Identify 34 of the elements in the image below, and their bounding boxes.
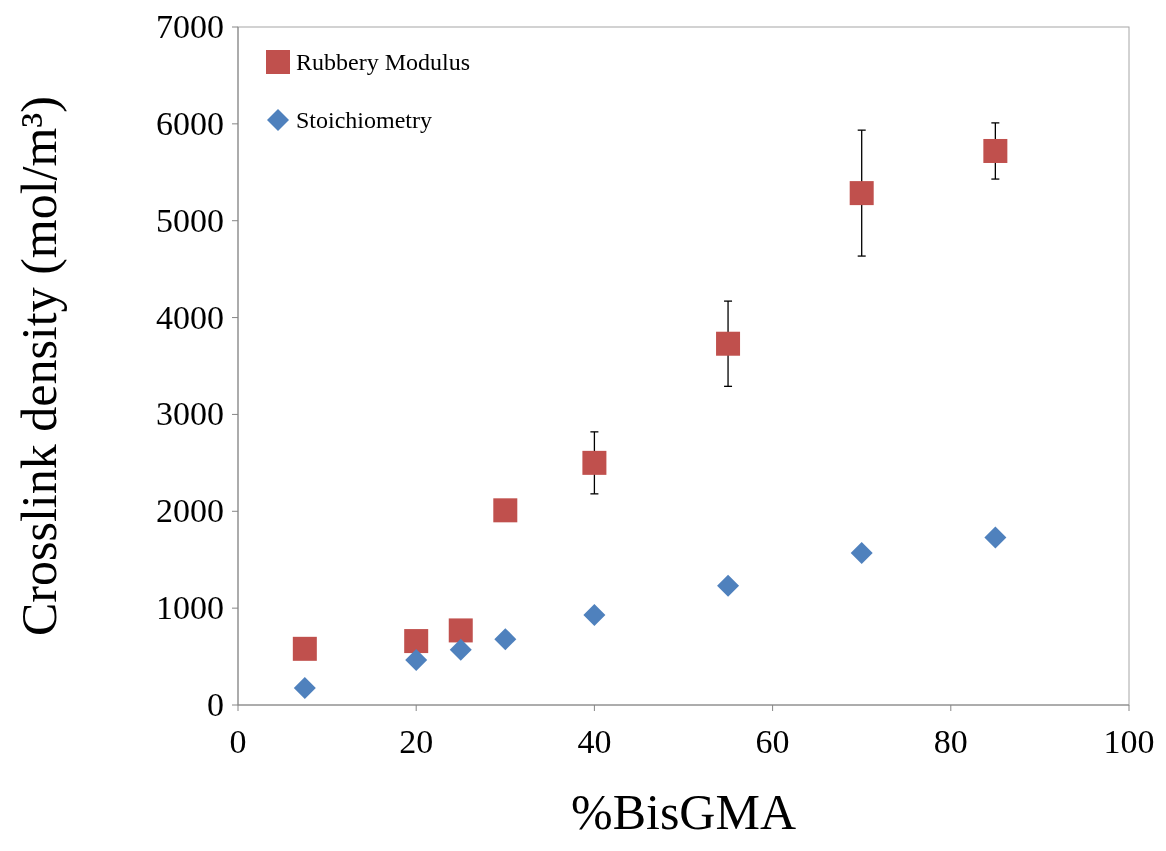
y-tick-label: 4000 [156,298,224,336]
x-tick-label: 100 [1103,723,1155,760]
point [405,648,428,671]
point [717,574,740,597]
point [449,638,472,661]
x-tick-label: 80 [933,723,968,760]
point [583,603,606,626]
y-tick-label: 2000 [156,492,224,530]
y-tick-label: 0 [207,686,224,723]
y-axis-title: Crosslink density (mol/m³) [11,96,67,636]
point [983,138,1008,163]
point [716,331,741,356]
point [448,618,473,643]
point [984,526,1007,549]
legend-label: Stoichiometry [296,107,432,133]
point [293,677,316,700]
x-tick-label: 60 [755,723,790,760]
y-tick-label: 3000 [156,395,224,433]
point [493,498,518,523]
point [849,181,874,206]
x-tick-label: 40 [577,723,612,760]
y-tick-label: 5000 [156,201,224,239]
point [404,629,429,654]
point [292,636,317,661]
x-tick-label: 0 [229,723,247,760]
y-tick-label: 1000 [156,589,224,627]
point [494,628,517,651]
point [582,450,607,475]
x-axis-title: %BisGMA [570,784,797,840]
y-tick-label: 7000 [156,8,224,45]
point [850,541,873,564]
legend-label: Rubbery Modulus [296,49,470,75]
x-tick-label: 20 [399,723,434,760]
y-tick-label: 6000 [156,104,224,142]
